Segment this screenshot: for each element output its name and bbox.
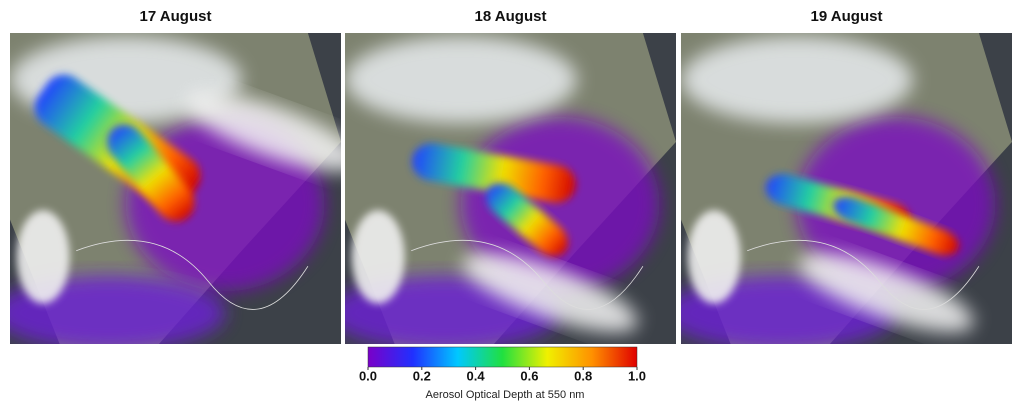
colorbar-tick-label: 0.6 bbox=[520, 368, 538, 383]
colorbar-label: Aerosol Optical Depth at 550 nm bbox=[426, 389, 585, 401]
colorbar-tick-label: 1.0 bbox=[628, 368, 646, 383]
panel-title: 17 August bbox=[140, 8, 212, 25]
satellite-panel bbox=[10, 33, 341, 344]
panel-title: 19 August bbox=[811, 8, 883, 25]
colorbar-tick-label: 0.2 bbox=[413, 368, 431, 383]
colorbar-tick-label: 0.8 bbox=[574, 368, 592, 383]
satellite-panel bbox=[681, 33, 1012, 344]
colorbar bbox=[367, 346, 638, 368]
colorbar-tick-label: 0.0 bbox=[359, 368, 377, 383]
satellite-panel bbox=[345, 33, 676, 344]
colorbar-tick-label: 0.4 bbox=[467, 368, 486, 383]
panel-title: 18 August bbox=[475, 8, 547, 25]
